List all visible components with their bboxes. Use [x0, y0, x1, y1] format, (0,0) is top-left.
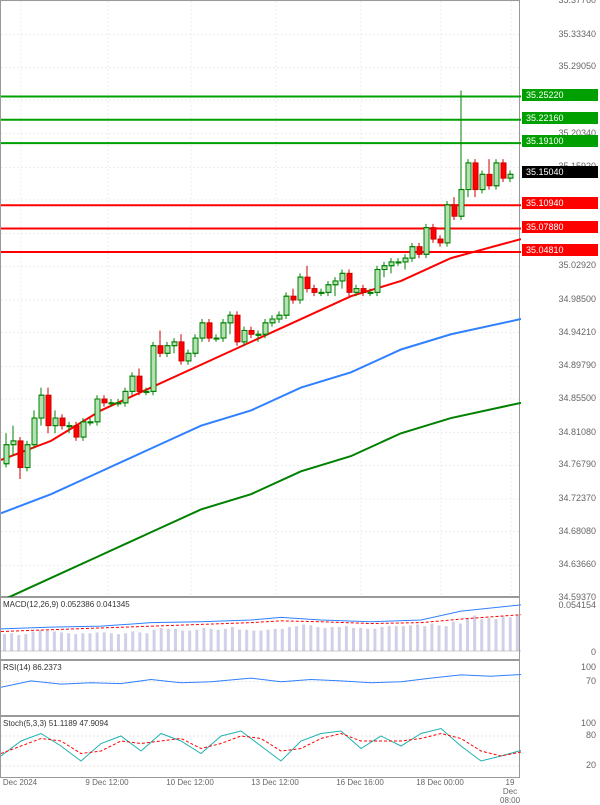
rsi-chart[interactable]: RSI(14) 86.2373	[0, 660, 520, 716]
macd-chart[interactable]: MACD(12,26,9) 0.052386 0.041345	[0, 597, 520, 660]
price-tag: 35.07880	[522, 221, 598, 233]
y-tick-label: 35.29050	[558, 61, 596, 71]
y-tick-label: 100	[581, 718, 596, 728]
y-tick-label: 34.81080	[558, 427, 596, 437]
x-tick-label: 19 Dec 08:00	[500, 778, 520, 805]
y-tick-label: 34.76790	[558, 459, 596, 469]
x-tick-label: 9 Dec 12:00	[85, 778, 128, 787]
y-tick-label: 34.94210	[558, 327, 596, 337]
stoch-y-axis: 100 80 20	[520, 716, 600, 778]
rsi-label: RSI(14) 86.2373	[3, 663, 62, 672]
x-tick-label: 18 Dec 00:00	[416, 778, 464, 787]
y-tick-label: 34.68080	[558, 526, 596, 536]
price-tag: 35.15040	[522, 166, 598, 178]
y-tick-label: 20	[586, 760, 596, 770]
price-tag: 35.19100	[522, 135, 598, 147]
x-tick-label: Dec 2024	[3, 778, 37, 787]
y-tick-label: 35.33340	[558, 29, 596, 39]
y-tick-label: 34.63660	[558, 559, 596, 569]
y-tick-label: 0	[591, 647, 596, 657]
y-tick-label: 100	[581, 662, 596, 672]
y-tick-label: 34.72370	[558, 493, 596, 503]
stoch-label: Stoch(5,3,3) 51.1189 47.9094	[3, 719, 108, 728]
y-tick-label: 35.02920	[558, 260, 596, 270]
x-tick-label: 16 Dec 16:00	[336, 778, 384, 787]
price-tag: 35.22160	[522, 112, 598, 124]
price-tag: 35.04810	[522, 244, 598, 256]
x-tick-label: 13 Dec 12:00	[251, 778, 299, 787]
y-tick-label: 80	[586, 730, 596, 740]
rsi-y-axis: 10070	[520, 660, 600, 716]
main-price-chart[interactable]	[0, 0, 520, 597]
main-y-axis: 34.5937034.6366034.6808034.7237034.76790…	[520, 0, 600, 597]
y-tick-label: 70	[586, 676, 596, 686]
macd-y-axis: 0.054154 0	[520, 597, 600, 660]
stoch-chart[interactable]: Stoch(5,3,3) 51.1189 47.9094	[0, 716, 520, 778]
y-tick-label: 34.85500	[558, 393, 596, 403]
y-tick-label: 35.37760	[558, 0, 596, 5]
y-tick-label: 34.89790	[558, 360, 596, 370]
price-tag: 35.25220	[522, 89, 598, 101]
y-tick-label: 34.98500	[558, 294, 596, 304]
y-tick-label: 0.054154	[558, 600, 596, 610]
x-tick-label: 10 Dec 12:00	[166, 778, 214, 787]
x-axis: Dec 2024 9 Dec 12:00 10 Dec 12:00 13 Dec 12…	[0, 778, 520, 803]
macd-label: MACD(12,26,9) 0.052386 0.041345	[3, 600, 130, 609]
price-tag: 35.10940	[522, 197, 598, 209]
